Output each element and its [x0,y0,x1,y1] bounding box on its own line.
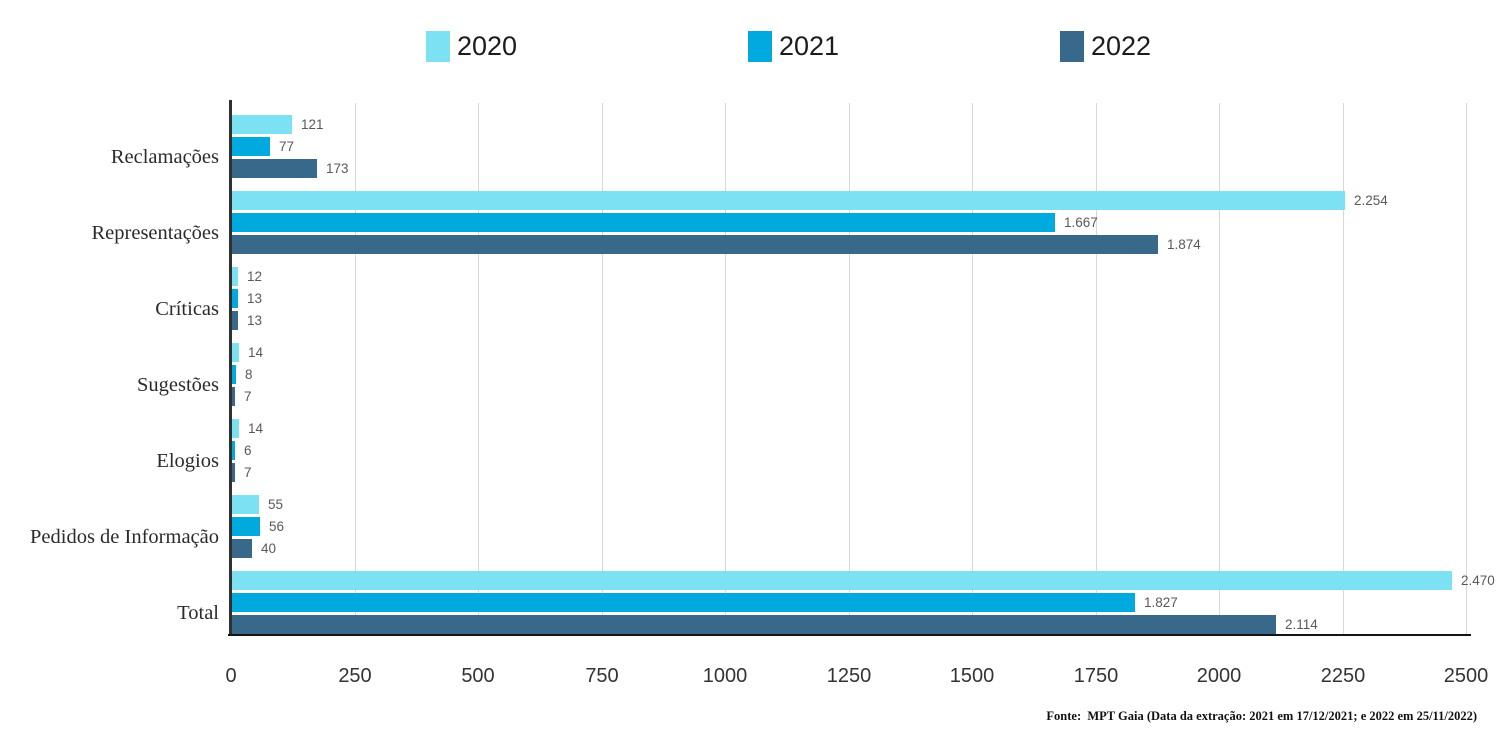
bar-value-label: 121 [301,117,324,132]
bar-value-label: 1.874 [1167,237,1201,252]
bar-value-label: 1.667 [1064,215,1098,230]
x-tick-label: 1250 [826,665,872,687]
bar [232,213,1055,232]
bar [232,115,292,134]
bar [232,615,1276,634]
bar-value-label: 13 [247,291,263,306]
bar [232,571,1452,590]
bar-value-label: 2.114 [1285,617,1318,632]
bar-value-label: 13 [247,313,263,328]
bar-value-label: 7 [244,389,252,404]
bar-value-label: 77 [279,139,295,154]
bar-value-label: 40 [261,541,277,556]
x-tick-label: 250 [338,665,372,687]
x-tick-label: 1500 [949,665,995,687]
bar [232,343,239,362]
x-tick-label: 0 [225,665,237,687]
x-axis-line [228,634,1471,636]
x-tick-label: 1750 [1073,665,1119,687]
gridline [478,103,479,634]
gridline [1096,103,1097,634]
legend-item: 2020 [426,30,517,62]
bar-value-label: 7 [244,465,252,480]
category-label: Pedidos de Informação [30,526,219,548]
category-label: Representações [91,222,220,244]
category-label: Total [177,602,219,624]
legend-swatch [426,30,450,62]
bar [232,311,238,330]
bar [232,419,239,438]
category-label: Críticas [155,298,219,320]
bar [232,267,238,286]
legend-item: 2022 [1060,30,1151,62]
legend-swatch [1060,30,1084,62]
bar [232,137,270,156]
gridline [972,103,973,634]
x-tick-label: 2000 [1196,665,1242,687]
x-tick-label: 2500 [1443,665,1489,687]
footer-source-label: Fonte: [1046,709,1082,723]
x-tick-label: 500 [461,665,495,687]
bar-value-label: 1.827 [1144,595,1178,610]
legend-swatch [748,30,772,62]
x-tick-label: 2250 [1320,665,1366,687]
gridline [1219,103,1220,634]
bar-value-label: 6 [244,443,252,458]
gridline [1343,103,1344,634]
bar-value-label: 14 [248,345,264,360]
bar [232,593,1135,612]
bar-value-label: 2.470 [1461,573,1495,588]
bar-value-label: 12 [247,269,263,284]
bar [232,539,252,558]
legend-label: 2021 [779,30,840,61]
gridline [355,103,356,634]
category-label: Sugestões [137,374,219,396]
footer-source-text: MPT Gaia (Data da extração: 2021 em 17/1… [1084,709,1477,723]
bar [232,463,235,482]
bar-value-label: 173 [326,161,349,176]
gridline [849,103,850,634]
bar [232,387,235,406]
gridline [602,103,603,634]
legend-item: 2021 [748,30,839,62]
footer: Fonte: MPT Gaia (Data da extração: 2021 … [1046,709,1477,724]
x-tick-label: 1000 [702,665,748,687]
bar-value-label: 8 [245,367,253,382]
bar-value-label: 2.254 [1354,193,1388,208]
bar [232,517,260,536]
bar [232,235,1158,254]
y-axis-line [229,100,232,634]
category-label: Elogios [156,450,219,472]
x-tick-label: 750 [585,665,619,687]
bar [232,191,1345,210]
bar [232,495,259,514]
bar-value-label: 14 [248,421,264,436]
bar [232,159,317,178]
gridline [1466,103,1467,634]
bar-value-label: 56 [269,519,285,534]
category-label: Reclamações [110,146,219,168]
legend-label: 2020 [457,30,518,61]
legend-label: 2022 [1091,30,1152,61]
bar [232,441,235,460]
bar-value-label: 55 [268,497,284,512]
bar [232,365,236,384]
bar [232,289,238,308]
gridline [725,103,726,634]
